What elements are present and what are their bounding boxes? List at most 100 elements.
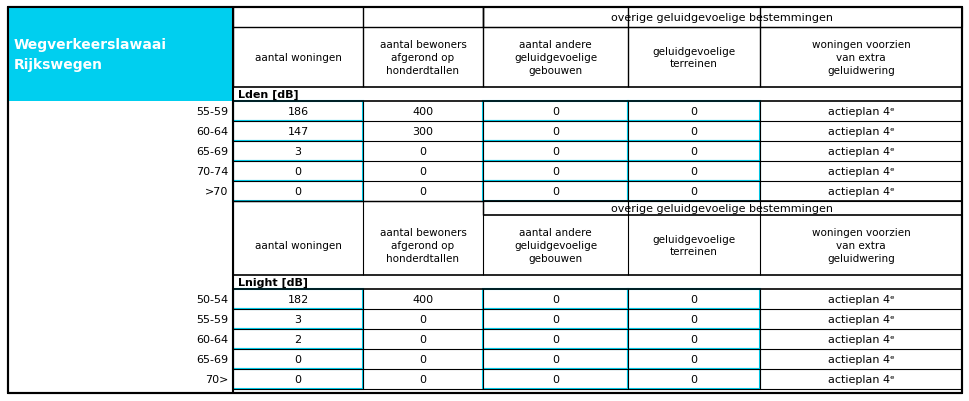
Bar [483,122,627,142]
Text: actieplan 4ᵉ: actieplan 4ᵉ [827,166,893,176]
Text: actieplan 4ᵉ: actieplan 4ᵉ [827,354,893,364]
Bar [233,349,362,369]
Text: aantal bewoners
afgerond op
honderdtallen: aantal bewoners afgerond op honderdtalle… [379,40,466,76]
Bar [483,8,961,28]
Text: 0: 0 [690,294,697,304]
Text: 0: 0 [690,127,697,137]
Text: aantal woningen: aantal woningen [254,241,341,250]
Bar [483,329,627,349]
Text: 0: 0 [690,107,697,117]
Text: actieplan 4ᵉ: actieplan 4ᵉ [827,186,893,196]
Bar [483,309,627,329]
Text: 147: 147 [287,127,308,137]
Text: 2: 2 [295,334,301,344]
Bar [233,289,362,309]
Bar [627,309,760,329]
Text: 0: 0 [690,374,697,384]
Text: 65-69: 65-69 [196,147,228,157]
Bar [627,349,760,369]
Text: actieplan 4ᵉ: actieplan 4ᵉ [827,314,893,324]
Bar [483,162,627,182]
Bar [627,369,760,389]
Text: aantal andere
geluidgevoelige
gebouwen: aantal andere geluidgevoelige gebouwen [514,40,597,76]
Text: 0: 0 [295,166,301,176]
Text: overige geluidgevoelige bestemmingen: overige geluidgevoelige bestemmingen [610,203,832,213]
Text: actieplan 4ᵉ: actieplan 4ᵉ [827,334,893,344]
Bar [233,142,362,162]
Text: 0: 0 [551,354,558,364]
Text: 0: 0 [690,186,697,196]
Bar [233,309,362,329]
Text: 182: 182 [287,294,308,304]
Text: 0: 0 [551,127,558,137]
Text: 0: 0 [551,334,558,344]
Text: 0: 0 [419,354,426,364]
Bar [233,102,362,122]
Text: actieplan 4ᵉ: actieplan 4ᵉ [827,374,893,384]
Text: 0: 0 [690,166,697,176]
Text: 60-64: 60-64 [196,334,228,344]
Text: 65-69: 65-69 [196,354,228,364]
Text: 0: 0 [419,147,426,157]
Text: 70>: 70> [204,374,228,384]
Bar [627,122,760,142]
Text: 0: 0 [419,166,426,176]
Bar [483,349,627,369]
Text: 0: 0 [551,186,558,196]
Bar [233,329,362,349]
Bar [483,142,627,162]
Text: 400: 400 [412,294,433,304]
Text: Lnight [dB]: Lnight [dB] [237,277,308,288]
Text: 300: 300 [412,127,433,137]
Text: actieplan 4ᵉ: actieplan 4ᵉ [827,147,893,157]
Bar [483,289,627,309]
Text: geluidgevoelige
terreinen: geluidgevoelige terreinen [652,47,735,69]
Bar [627,162,760,182]
Text: 0: 0 [551,107,558,117]
Text: 0: 0 [295,374,301,384]
Text: 400: 400 [412,107,433,117]
Bar [233,162,362,182]
Text: 50-54: 50-54 [196,294,228,304]
Text: actieplan 4ᵉ: actieplan 4ᵉ [827,127,893,137]
Text: 0: 0 [551,166,558,176]
Text: 0: 0 [690,354,697,364]
Text: Lden [dB]: Lden [dB] [237,90,298,100]
Text: overige geluidgevoelige bestemmingen: overige geluidgevoelige bestemmingen [610,13,832,23]
Bar [233,182,362,201]
Text: 60-64: 60-64 [196,127,228,137]
Bar [627,102,760,122]
Text: 0: 0 [419,314,426,324]
Text: aantal bewoners
afgerond op
honderdtallen: aantal bewoners afgerond op honderdtalle… [379,228,466,263]
Bar [233,369,362,389]
Text: 186: 186 [287,107,308,117]
Text: 3: 3 [295,314,301,324]
Text: 0: 0 [690,334,697,344]
Text: 0: 0 [419,186,426,196]
Text: geluidgevoelige
terreinen: geluidgevoelige terreinen [652,234,735,257]
Text: 0: 0 [551,294,558,304]
Bar [627,329,760,349]
Text: >70: >70 [204,186,228,196]
Bar [627,142,760,162]
Text: woningen voorzien
van extra
geluidwering: woningen voorzien van extra geluidwering [811,40,910,76]
Text: 0: 0 [690,147,697,157]
Bar [627,182,760,201]
Bar [483,369,627,389]
Text: actieplan 4ᵉ: actieplan 4ᵉ [827,107,893,117]
Text: aantal andere
geluidgevoelige
gebouwen: aantal andere geluidgevoelige gebouwen [514,228,597,263]
Text: 55-59: 55-59 [196,107,228,117]
Text: 0: 0 [690,314,697,324]
Text: 3: 3 [295,147,301,157]
Bar [8,8,233,102]
Text: 0: 0 [551,314,558,324]
Text: 55-59: 55-59 [196,314,228,324]
Bar [483,102,627,122]
Text: Wegverkeerslawaai
Rijkswegen: Wegverkeerslawaai Rijkswegen [14,38,167,72]
Text: 0: 0 [295,186,301,196]
Bar [233,122,362,142]
Text: aantal woningen: aantal woningen [254,53,341,63]
Text: woningen voorzien
van extra
geluidwering: woningen voorzien van extra geluidwering [811,228,910,263]
Text: 0: 0 [551,147,558,157]
Text: 0: 0 [551,374,558,384]
